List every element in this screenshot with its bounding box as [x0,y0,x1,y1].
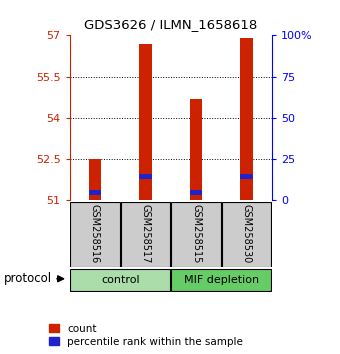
Text: GSM258516: GSM258516 [90,204,100,263]
Bar [240,38,253,200]
Bar [89,159,101,200]
Bar [171,202,221,267]
Bar [70,202,120,267]
Bar [139,44,152,200]
Bar [70,269,170,291]
Bar [121,202,170,267]
Bar [139,175,152,179]
Text: control: control [101,275,140,285]
Bar [89,190,101,194]
Text: protocol: protocol [3,273,52,285]
Bar [190,190,202,194]
Bar [240,175,253,179]
Text: MIF depletion: MIF depletion [184,275,259,285]
Text: GSM258517: GSM258517 [140,204,151,263]
Bar [222,202,272,267]
Text: GSM258530: GSM258530 [242,204,252,263]
Bar [171,269,272,291]
Title: GDS3626 / ILMN_1658618: GDS3626 / ILMN_1658618 [84,18,257,32]
Legend: count, percentile rank within the sample: count, percentile rank within the sample [49,324,243,347]
Text: GSM258515: GSM258515 [191,204,201,263]
Bar [190,98,202,200]
